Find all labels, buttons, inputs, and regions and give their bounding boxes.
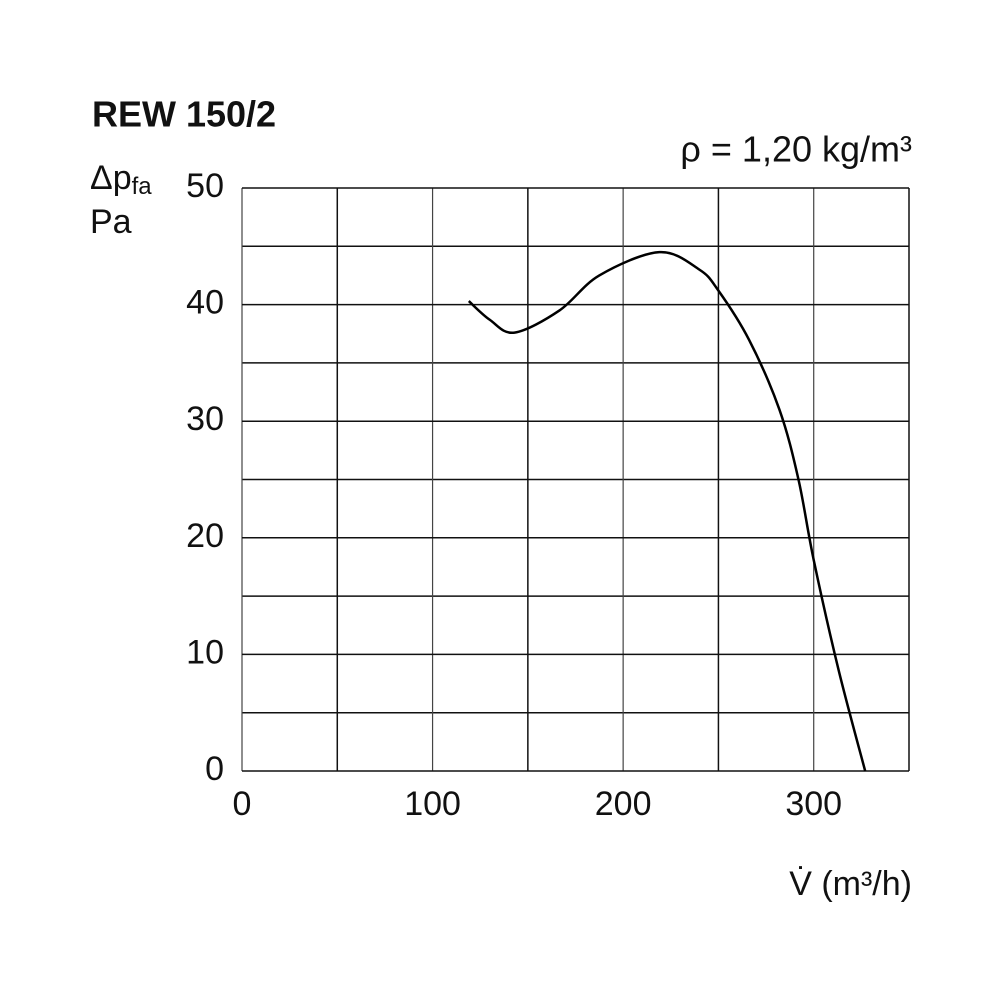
annotation: ρ = 1,20 kg/m³	[680, 129, 912, 170]
y-label-unit: Pa	[90, 203, 132, 241]
y-label-subscript: fa	[132, 173, 153, 200]
chart-title: REW 150/2	[92, 94, 276, 135]
y-label-symbol: Δp	[90, 159, 132, 197]
x-label: V̇ (m³/h)	[789, 865, 912, 903]
x-tick-label: 300	[785, 785, 842, 823]
y-tick-label: 10	[186, 633, 224, 671]
y-tick-label: 40	[186, 284, 224, 322]
y-tick-label: 20	[186, 517, 224, 555]
y-tick-label: 50	[186, 167, 224, 205]
y-tick-label: 0	[205, 750, 224, 788]
y-label: Δpfa	[90, 159, 152, 200]
curve	[467, 250, 867, 772]
x-tick-label: 100	[404, 785, 461, 823]
x-tick-label: 0	[233, 785, 252, 823]
y-tick-label: 30	[186, 400, 224, 438]
x-tick-label: 200	[595, 785, 652, 823]
